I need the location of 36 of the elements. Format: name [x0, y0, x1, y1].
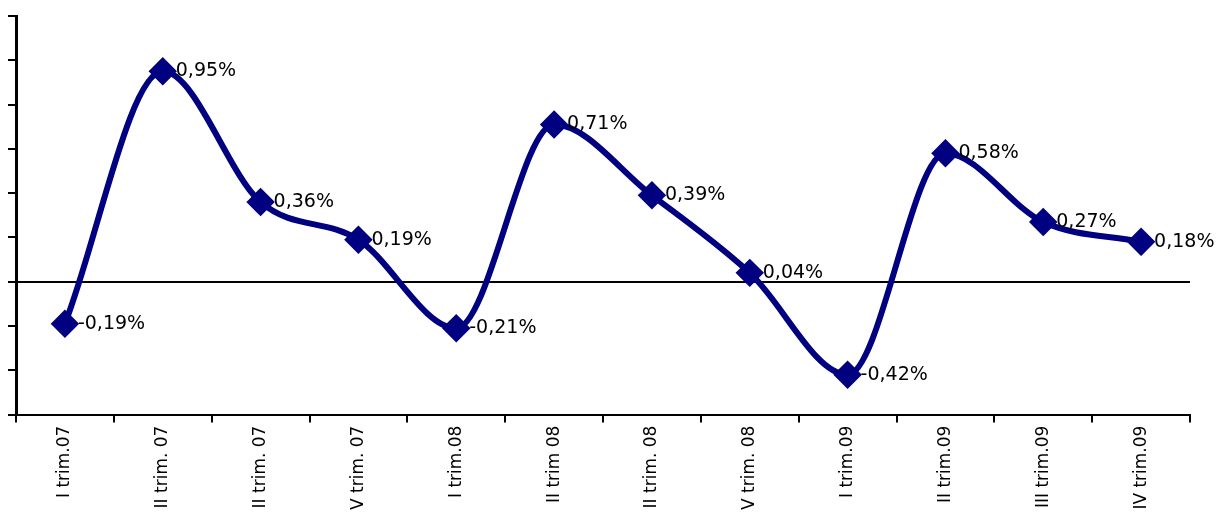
data-label: 0,39% [664, 182, 726, 205]
x-tick-label: II trim. 07 [151, 425, 172, 509]
x-tick-label: V trim. 08 [738, 425, 759, 511]
data-label: 0,58% [958, 140, 1019, 163]
point [247, 189, 274, 216]
x-tick-label: V trim. 07 [346, 425, 367, 511]
data-label: -0,42% [860, 361, 928, 384]
x-tick-label: II trim. 07 [249, 425, 270, 509]
x-tick-label: I trim.09 [836, 425, 857, 498]
x-tick-label: I trim.07 [53, 425, 74, 498]
point [345, 226, 372, 253]
data-label: 0,71% [567, 111, 628, 134]
x-tick-label: II trim.09 [933, 425, 954, 503]
point [1128, 228, 1155, 255]
data-label: 0,19% [371, 226, 432, 249]
x-tick-label: III trim.09 [1031, 425, 1052, 509]
point [149, 58, 176, 85]
point [638, 182, 665, 209]
point [51, 310, 78, 337]
point [443, 315, 470, 342]
point [1030, 208, 1057, 235]
point [541, 111, 568, 138]
x-tick-label: IV trim.09 [1129, 425, 1150, 510]
point [736, 259, 763, 286]
data-label: 0,18% [1154, 228, 1215, 251]
x-tick-label: II trim. 08 [640, 425, 661, 509]
data-label: 0,27% [1056, 208, 1117, 231]
data-label: 0,04% [762, 259, 824, 282]
data-label: 0,36% [273, 188, 334, 211]
data-label: -0,19% [77, 310, 146, 333]
point [932, 140, 959, 167]
data-label: 0,95% [175, 58, 237, 81]
x-tick-label: II trim 08 [542, 425, 563, 503]
point [834, 361, 861, 388]
data-label: -0,21% [469, 315, 537, 338]
x-tick-label: I trim.08 [444, 425, 465, 498]
